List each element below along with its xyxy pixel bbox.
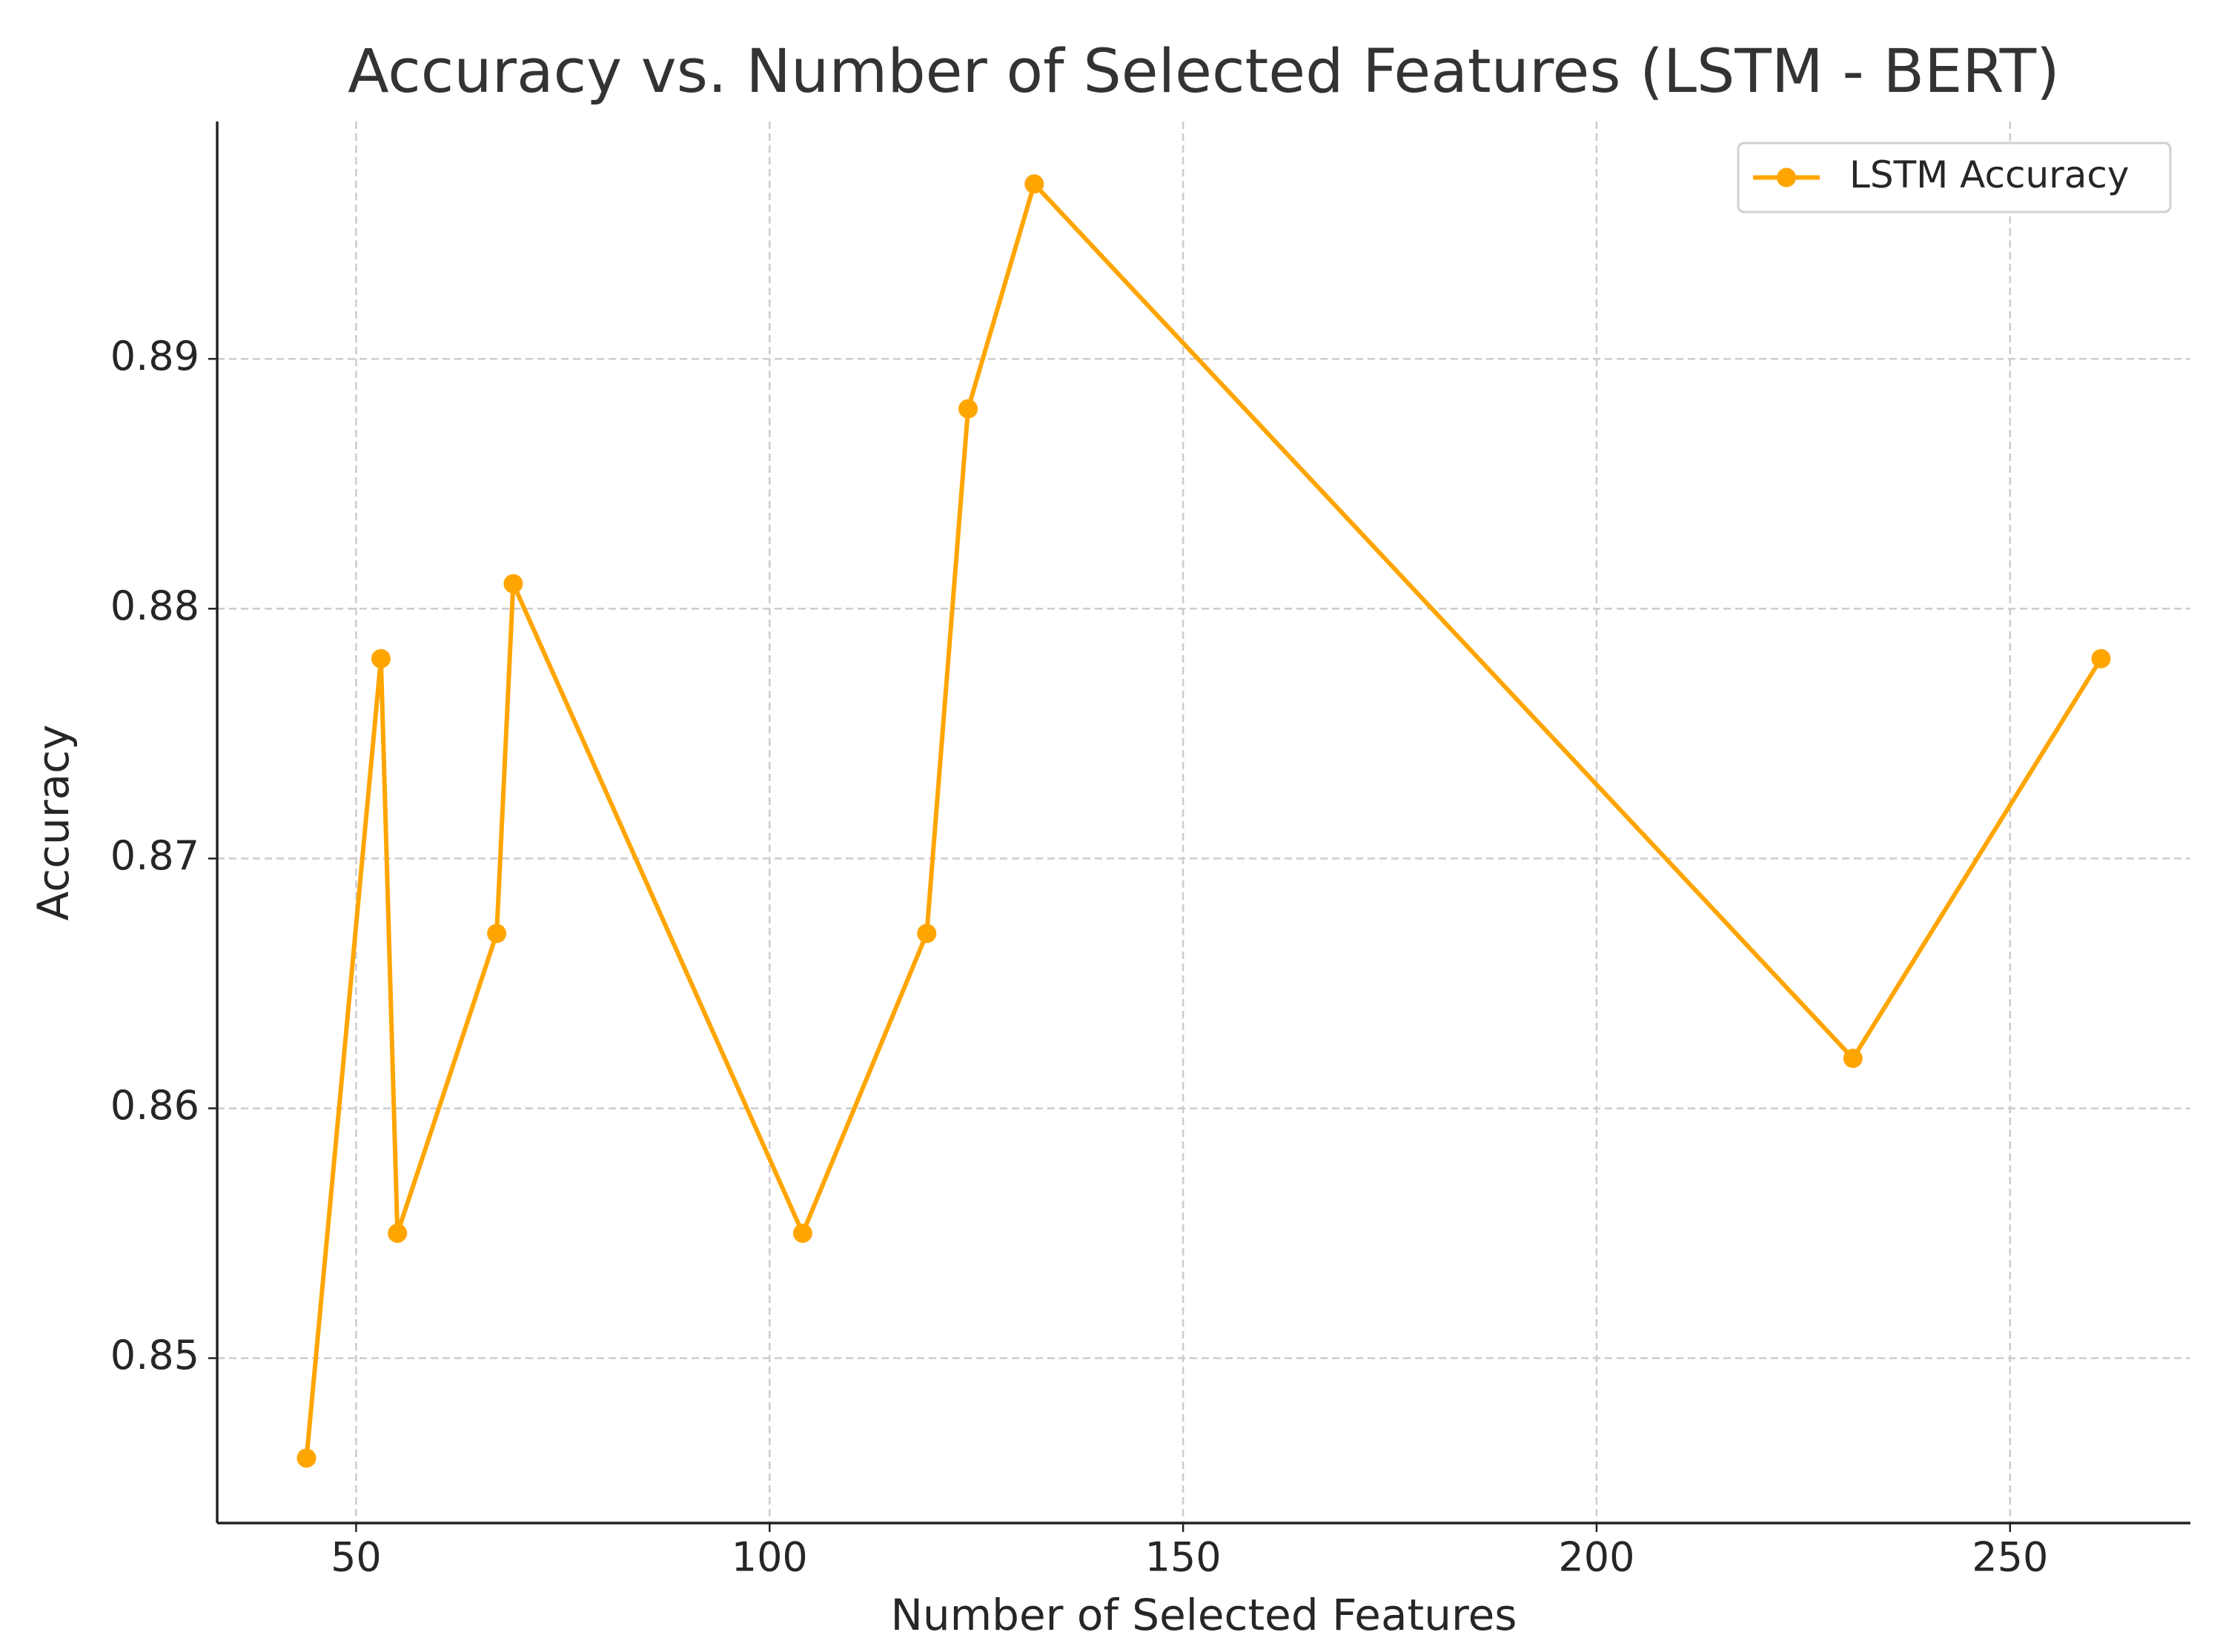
data-point xyxy=(388,1223,408,1243)
data-point xyxy=(371,648,391,669)
data-point xyxy=(2091,648,2111,669)
chart-title: Accuracy vs. Number of Selected Features… xyxy=(348,37,2060,107)
y-tick-label: 0.87 xyxy=(110,832,199,879)
y-tick-label: 0.88 xyxy=(110,583,199,629)
y-tick-label: 0.86 xyxy=(110,1082,199,1129)
x-tick-label: 150 xyxy=(1145,1534,1222,1581)
data-point xyxy=(503,574,523,594)
data-point xyxy=(958,399,978,419)
y-tick-label: 0.85 xyxy=(110,1332,199,1379)
data-point xyxy=(1024,174,1044,194)
x-tick-label: 200 xyxy=(1558,1534,1634,1581)
x-tick-label: 100 xyxy=(732,1534,808,1581)
data-point xyxy=(1843,1049,1863,1069)
x-tick-label: 50 xyxy=(331,1534,382,1581)
data-point xyxy=(792,1223,812,1243)
y-tick-label: 0.89 xyxy=(110,333,199,379)
legend-box xyxy=(1737,142,2172,213)
data-line xyxy=(304,182,2104,1459)
data-point xyxy=(487,923,507,943)
x-tick-label: 250 xyxy=(1972,1534,2048,1581)
y-axis-label: Accuracy xyxy=(28,725,79,921)
legend-marker xyxy=(1777,167,1796,188)
x-axis-label: Number of Selected Features xyxy=(890,1590,1517,1640)
legend-label: LSTM Accuracy xyxy=(1849,153,2129,196)
data-point xyxy=(917,923,937,943)
data-point xyxy=(296,1448,317,1468)
